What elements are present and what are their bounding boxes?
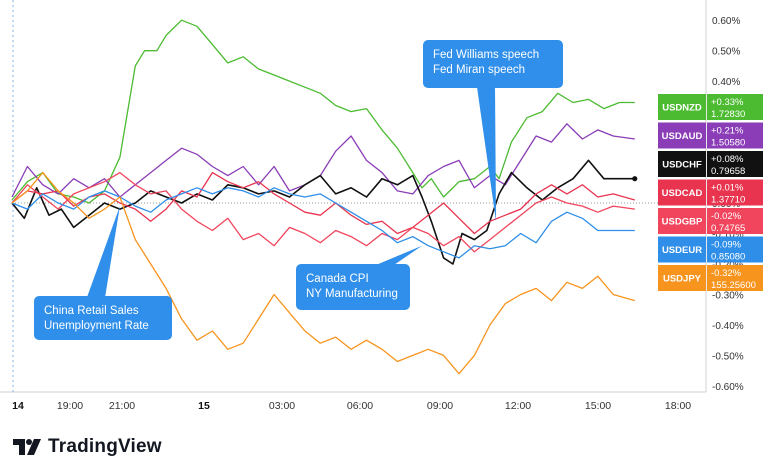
series-tag-price: 0.79658: [711, 166, 745, 177]
series-line-usdnzd: [11, 19, 635, 204]
x-tick-label: 09:00: [427, 400, 453, 412]
x-tick-label: 14: [12, 400, 24, 412]
series-tag-usdcad: USDCAD +0.01%1.37710: [658, 179, 763, 206]
annotation-text: Unemployment Rate: [44, 320, 149, 332]
y-tick-label: -0.50%: [712, 351, 744, 362]
series-tag-usdaud: USDAUD +0.21%1.50580: [658, 122, 763, 149]
y-tick-label: -0.60%: [712, 382, 744, 393]
series-tag-change: -0.09%: [711, 240, 742, 251]
series-tag-name: USDCHF: [662, 160, 702, 171]
x-tick-label: 12:00: [505, 400, 531, 412]
annotation-box: [296, 264, 410, 310]
annotation-pointer: [477, 87, 497, 222]
series-tag-price: 0.85080: [711, 252, 745, 263]
series-tag-name: USDGBP: [662, 217, 703, 228]
x-tick-label: 18:00: [665, 400, 691, 412]
annotation-pointer: [375, 245, 423, 265]
tradingview-logo-icon: [13, 439, 41, 455]
x-tick-label: 15:00: [585, 400, 611, 412]
tradingview-brand: TradingView: [12, 434, 162, 460]
series-tag-change: -0.32%: [711, 268, 742, 279]
annotation-callout: China Retail Sales Unemployment Rate: [34, 206, 172, 340]
annotation-pointer: [87, 206, 120, 297]
series-tag-value-bg: [707, 151, 763, 177]
series-tag-name: USDAUD: [662, 131, 703, 142]
series-tag-change: +0.33%: [711, 97, 744, 108]
x-axis: 14 19:00 21:00 15 03:00 06:00 09:00 12:00 15:00 1…: [12, 400, 691, 412]
series-tag-change: +0.21%: [711, 126, 744, 137]
series-tag-usdgbp: USDGBP -0.02%0.74765: [658, 208, 763, 234]
series-tag-name-bg: [658, 208, 706, 234]
series-tag-price: 1.37710: [711, 195, 745, 206]
annotation-box: [34, 296, 172, 340]
y-tick-label: -0.30%: [712, 290, 744, 301]
series-tag-value-bg: [707, 265, 763, 291]
annotation-callout: Fed Williams speech Fed Miran speech: [423, 40, 563, 222]
series-tag-name-bg: [658, 236, 706, 263]
chart: China Retail Sales Unemployment Rate Canad…: [0, 0, 763, 412]
series-tag-usdchf: USDCHF +0.08%0.79658: [658, 151, 763, 177]
series-tag-value-bg: [707, 94, 763, 120]
x-tick-label: 15: [198, 400, 210, 412]
annotations: China Retail Sales Unemployment Rate Canad…: [34, 40, 563, 340]
series-line-usdgbp: [11, 171, 635, 253]
brand-name: TradingView: [48, 436, 162, 457]
series-tag-name: USDCAD: [662, 188, 703, 199]
series-lines: [11, 19, 638, 375]
series-tag-name-bg: [658, 179, 706, 206]
series-tag-name-bg: [658, 94, 706, 120]
series-tag-name-bg: [658, 265, 706, 291]
series-tag-usdnzd: USDNZD +0.33%1.72830: [658, 94, 763, 120]
series-tag-value-bg: [707, 122, 763, 149]
annotation-text: China Retail Sales: [44, 305, 139, 317]
series-tag-name: USDEUR: [662, 245, 702, 256]
series-line-usdcad: [11, 171, 635, 235]
series-tag-usdjpy: USDJPY -0.32%155.25600: [658, 265, 763, 291]
series-tag-price: 0.74765: [711, 223, 745, 234]
y-tick-label: 0.40%: [712, 77, 740, 88]
series-tag-price: 1.50580: [711, 138, 745, 149]
y-tick-label: -0.40%: [712, 321, 744, 332]
y-tick-label: 0.60%: [712, 16, 740, 27]
series-line-usdeur: [11, 187, 635, 259]
series-tag-change: +0.08%: [711, 154, 744, 165]
x-tick-label: 19:00: [57, 400, 83, 412]
series-tag-name: USDNZD: [662, 103, 702, 114]
series-tag-change: -0.02%: [711, 211, 742, 222]
y-tick-label: 0.50%: [712, 47, 740, 58]
series-tag-name-bg: [658, 151, 706, 177]
annotation-text: Fed Miran speech: [433, 64, 525, 76]
annotation-text: Fed Williams speech: [433, 49, 539, 61]
series-last-point-usdchf: [632, 176, 638, 182]
series-line-usdaud: [11, 123, 635, 198]
series-tag-name: USDJPY: [663, 274, 702, 285]
x-tick-label: 06:00: [347, 400, 373, 412]
series-tag-value-bg: [707, 179, 763, 206]
series-tag-value-bg: [707, 208, 763, 234]
annotation-box: [423, 40, 563, 88]
series-tag-usdeur: USDEUR -0.09%0.85080: [658, 236, 763, 263]
y-tick-label: -0.10%: [712, 230, 744, 241]
annotation-callout: Canada CPI NY Manufacturing: [296, 245, 423, 310]
series-tag-price: 155.25600: [711, 280, 756, 291]
series-tag-value-bg: [707, 236, 763, 263]
series-tag-name-bg: [658, 122, 706, 149]
series-tag-change: +0.01%: [711, 183, 744, 194]
annotation-text: Canada CPI: [306, 273, 369, 285]
x-tick-label: 21:00: [109, 400, 135, 412]
series-tag-price: 1.72830: [711, 109, 745, 120]
series-line-usdjpy: [11, 171, 635, 375]
annotation-text: NY Manufacturing: [306, 288, 398, 300]
x-tick-label: 03:00: [269, 400, 295, 412]
